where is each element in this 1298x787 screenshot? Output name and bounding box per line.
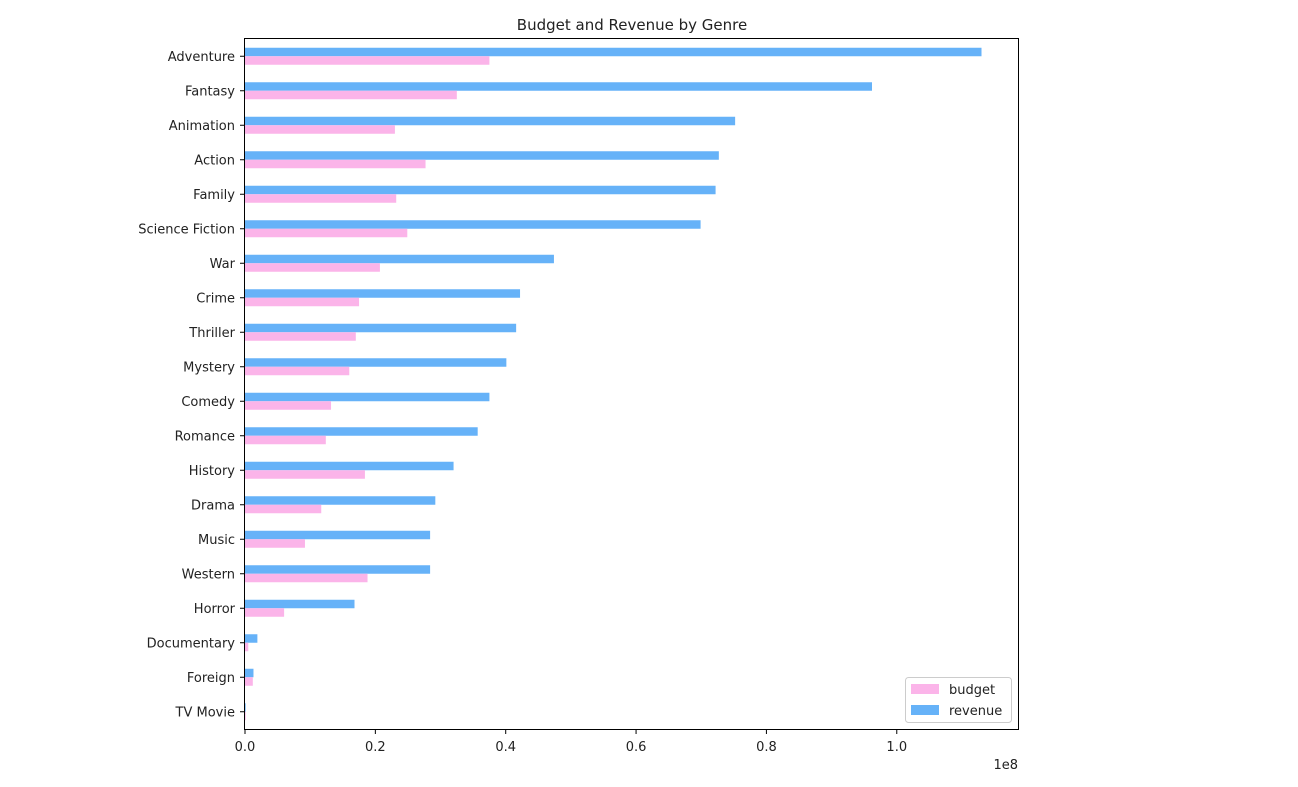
- x-axis: 0.0 0.2 0.4 0.6 0.8 1.0: [235, 729, 907, 755]
- bar-budget-mystery: [245, 366, 350, 376]
- bar-revenue-tv-movie: [245, 703, 246, 712]
- bar-revenue-war: [245, 254, 554, 264]
- bar-budget-drama: [245, 504, 322, 514]
- bar-revenue-crime: [245, 289, 521, 298]
- x-tick-label: 0.8: [756, 740, 777, 755]
- bar-revenue-animation: [245, 116, 736, 126]
- bar-budget-animation: [245, 125, 395, 134]
- bar-revenue-western: [245, 565, 431, 574]
- bar-budget-adventure: [245, 56, 490, 65]
- y-tick-label-music: Music: [198, 533, 235, 548]
- bar-budget-family: [245, 194, 397, 203]
- bar-budget-foreign: [245, 677, 253, 686]
- legend-swatch-revenue: [911, 705, 939, 715]
- bar-revenue-family: [245, 185, 716, 195]
- bar-revenue-romance: [245, 427, 478, 436]
- bar-budget-fantasy: [245, 90, 457, 100]
- legend: budget revenue: [905, 677, 1012, 723]
- x-tick-label: 1.0: [886, 740, 907, 755]
- x-scale-label: 1e8: [993, 758, 1018, 773]
- bar-revenue-documentary: [245, 634, 258, 643]
- bar-revenue-music: [245, 530, 431, 540]
- bar-revenue-history: [245, 461, 454, 471]
- bar-budget-thriller: [245, 332, 356, 341]
- chart-title: Budget and Revenue by Genre: [517, 16, 747, 34]
- bar-revenue-fantasy: [245, 82, 873, 91]
- bar-revenue-horror: [245, 599, 355, 609]
- x-tick-label: 0.0: [235, 740, 256, 755]
- y-tick-label-mystery: Mystery: [183, 360, 235, 375]
- bar-revenue-mystery: [245, 358, 507, 367]
- bar-budget-comedy: [245, 401, 332, 410]
- bar-budget-crime: [245, 297, 360, 307]
- bar-budget-science-fiction: [245, 228, 408, 238]
- legend-label-budget: budget: [949, 683, 995, 698]
- bar-budget-tv-movie: [245, 711, 246, 721]
- bar-budget-history: [245, 470, 365, 479]
- bar-revenue-action: [245, 151, 719, 160]
- y-tick-label-action: Action: [194, 153, 235, 168]
- legend-swatch-budget: [911, 684, 939, 694]
- bar-budget-romance: [245, 435, 326, 445]
- y-tick-label-romance: Romance: [175, 429, 235, 444]
- y-tick-label-drama: Drama: [191, 498, 235, 513]
- y-tick-label-science-fiction: Science Fiction: [138, 222, 235, 237]
- x-tick-label: 0.2: [365, 740, 386, 755]
- bar-budget-action: [245, 159, 426, 169]
- bar-revenue-adventure: [245, 47, 982, 57]
- y-tick-label-horror: Horror: [194, 602, 236, 617]
- plot-frame: [244, 38, 1019, 730]
- y-tick-label-animation: Animation: [169, 119, 235, 134]
- y-tick-label-fantasy: Fantasy: [185, 84, 235, 99]
- bar-revenue-comedy: [245, 392, 490, 402]
- bar-budget-war: [245, 263, 380, 272]
- x-tick-label: 0.4: [495, 740, 516, 755]
- bar-revenue-thriller: [245, 323, 517, 333]
- y-tick-label-thriller: Thriller: [188, 326, 235, 341]
- bar-budget-horror: [245, 608, 285, 617]
- x-tick-label: 0.6: [626, 740, 647, 755]
- y-tick-label-western: Western: [182, 567, 235, 582]
- bar-budget-western: [245, 573, 368, 583]
- bars-group: [245, 47, 982, 721]
- y-axis: Adventure Fantasy Animation Action Family Sci…: [138, 50, 245, 720]
- y-tick-label-crime: Crime: [196, 291, 235, 306]
- y-tick-label-tv-movie: TV Movie: [175, 705, 235, 720]
- bar-budget-music: [245, 539, 305, 548]
- bar-revenue-science-fiction: [245, 220, 701, 229]
- y-tick-label-war: War: [210, 257, 236, 272]
- y-tick-label-foreign: Foreign: [187, 671, 235, 686]
- bar-budget-documentary: [245, 642, 249, 652]
- y-tick-label-history: History: [189, 464, 236, 479]
- y-tick-label-family: Family: [193, 188, 235, 203]
- legend-label-revenue: revenue: [949, 704, 1002, 719]
- y-tick-label-documentary: Documentary: [147, 636, 236, 651]
- bar-revenue-foreign: [245, 668, 254, 678]
- y-tick-label-adventure: Adventure: [168, 50, 235, 65]
- bar-revenue-drama: [245, 496, 436, 505]
- y-tick-label-comedy: Comedy: [181, 395, 235, 410]
